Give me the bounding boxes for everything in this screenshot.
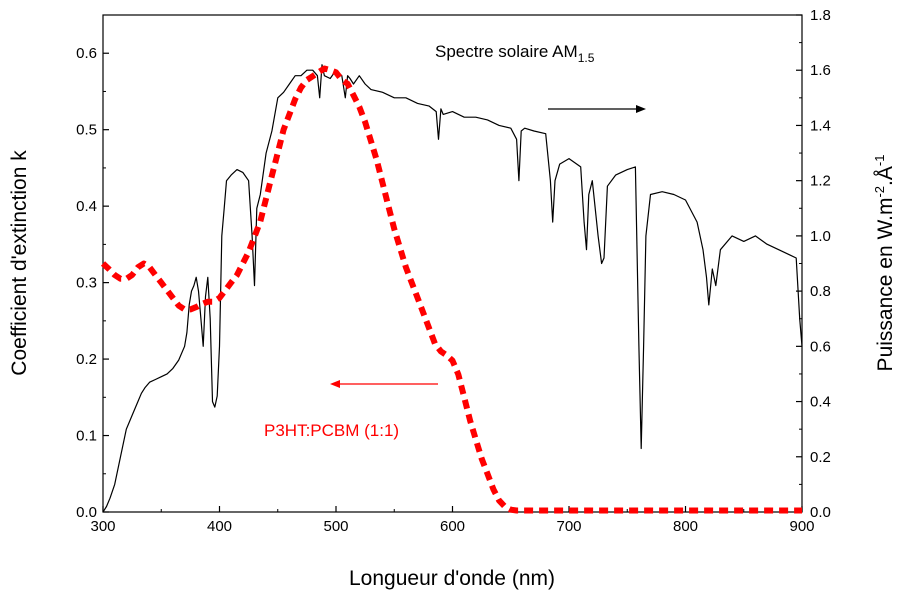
y-left-tick-label: 0.2: [76, 351, 97, 368]
y-right-tick-label: 1.4: [810, 117, 831, 134]
y-left-tick-label: 0.1: [76, 428, 97, 445]
y-left-tick-label: 0.6: [76, 45, 97, 62]
y-right-axis-title-sup2: -1: [872, 155, 887, 167]
y-right-tick-label: 0.0: [810, 504, 831, 521]
y-left-tick-label: 0.0: [76, 504, 97, 521]
annotations: Spectre solaire AM1.5 P3HT:PCBM (1:1): [264, 42, 646, 440]
y-right-axis-title-sup1: -2: [872, 186, 887, 198]
y-left-axis-ticks: 0.0 0.1 0.2 0.3 0.4 0.5 0.6: [76, 14, 109, 521]
x-tick-label-400: 400: [207, 518, 232, 535]
y-right-tick-label: 1.2: [810, 173, 831, 190]
y-right-axis-title-text: Puissance en W.m: [874, 198, 897, 372]
x-axis-title: Longueur d'onde (nm): [349, 567, 555, 590]
x-tick-label-300: 300: [90, 518, 115, 535]
y-right-tick-label: 1.0: [810, 228, 831, 245]
annotation-solar-subscript: 1.5: [578, 51, 595, 65]
y-right-tick-label: 1.6: [810, 62, 831, 79]
y-right-tick-label: 1.8: [810, 7, 831, 24]
x-tick-label-700: 700: [556, 518, 581, 535]
y-right-tick-label: 0.2: [810, 449, 831, 466]
y-right-axis-title-mid: .Å: [874, 166, 897, 186]
y-left-tick-label: 0.4: [76, 198, 97, 215]
y-right-tick-label: 0.8: [810, 283, 831, 300]
annotation-solar-text: Spectre solaire AM: [435, 42, 578, 61]
y-left-tick-label: 0.3: [76, 275, 97, 292]
annotation-p3ht-pcbm: P3HT:PCBM (1:1): [264, 421, 399, 440]
series-layer: [100, 64, 803, 514]
y-left-axis-title: Coefficient d'extinction k: [8, 150, 31, 376]
arrow-left-icon: [330, 380, 438, 388]
series-p3ht-pcbm-extinction: [100, 65, 802, 514]
y-left-tick-label: 0.5: [76, 122, 97, 139]
y-right-tick-label: 0.6: [810, 338, 831, 355]
x-tick-label-800: 800: [673, 518, 698, 535]
arrow-right-icon: [548, 105, 646, 113]
plot-frame: [102, 14, 803, 513]
x-axis-ticks: 300 400 500 600 700 800 900: [90, 506, 815, 535]
y-right-axis-title: Puissance en W.m-2.Å-1: [872, 155, 897, 372]
x-tick-label-900: 900: [789, 518, 814, 535]
series-solar-spectrum: [102, 64, 803, 513]
x-tick-label-600: 600: [440, 518, 465, 535]
y-right-axis-ticks: 0.0 0.2 0.4 0.6 0.8 1.0 1.2 1.4 1.6 1.8: [796, 7, 831, 521]
y-right-tick-label: 0.4: [810, 394, 831, 411]
x-tick-label-500: 500: [323, 518, 348, 535]
annotation-solar-spectrum: Spectre solaire AM1.5: [435, 42, 595, 65]
